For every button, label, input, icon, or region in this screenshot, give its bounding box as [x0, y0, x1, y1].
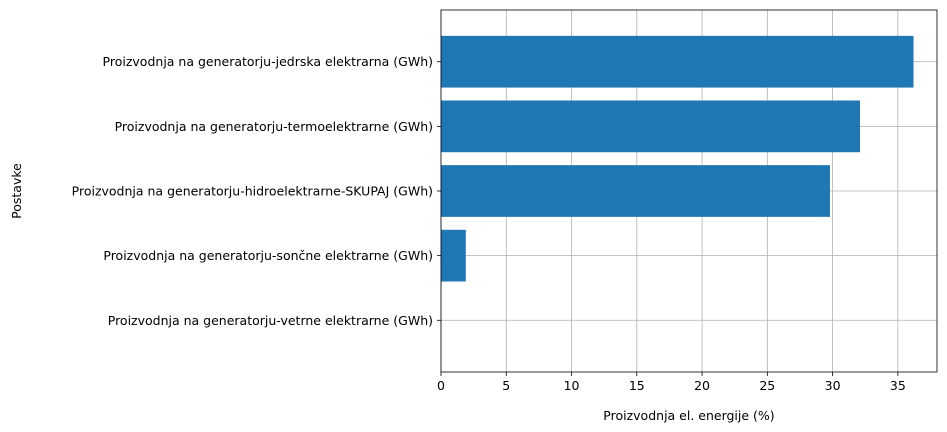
bar [441, 100, 860, 153]
y-tick-label: Proizvodnja na generatorju-hidroelektrar… [72, 184, 433, 199]
x-tick-label: 5 [502, 378, 510, 393]
x-tick-label: 10 [564, 378, 580, 393]
x-tick-label: 20 [694, 378, 710, 393]
x-tick-label: 15 [629, 378, 645, 393]
x-tick-label: 0 [437, 378, 445, 393]
bar [441, 229, 466, 282]
y-tick-label: Proizvodnja na generatorju-jedrska elekt… [103, 54, 433, 69]
y-tick-label: Proizvodnja na generatorju-sončne elektr… [103, 248, 433, 263]
y-axis-ticks: Proizvodnja na generatorju-vetrne elektr… [72, 54, 441, 328]
x-tick-label: 35 [890, 378, 906, 393]
bar [441, 35, 914, 88]
y-axis-label: Postavke [9, 163, 24, 219]
x-axis-ticks: 0 5 10 15 20 25 30 35 [437, 372, 906, 393]
x-axis-label: Proizvodnja el. energije (%) [603, 408, 774, 423]
x-tick-label: 30 [825, 378, 841, 393]
y-tick-label: Proizvodnja na generatorju-termoelektrar… [115, 119, 433, 134]
bar [441, 165, 830, 217]
y-tick-label: Proizvodnja na generatorju-vetrne elektr… [108, 313, 433, 328]
x-tick-label: 25 [759, 378, 775, 393]
bars [441, 35, 914, 282]
